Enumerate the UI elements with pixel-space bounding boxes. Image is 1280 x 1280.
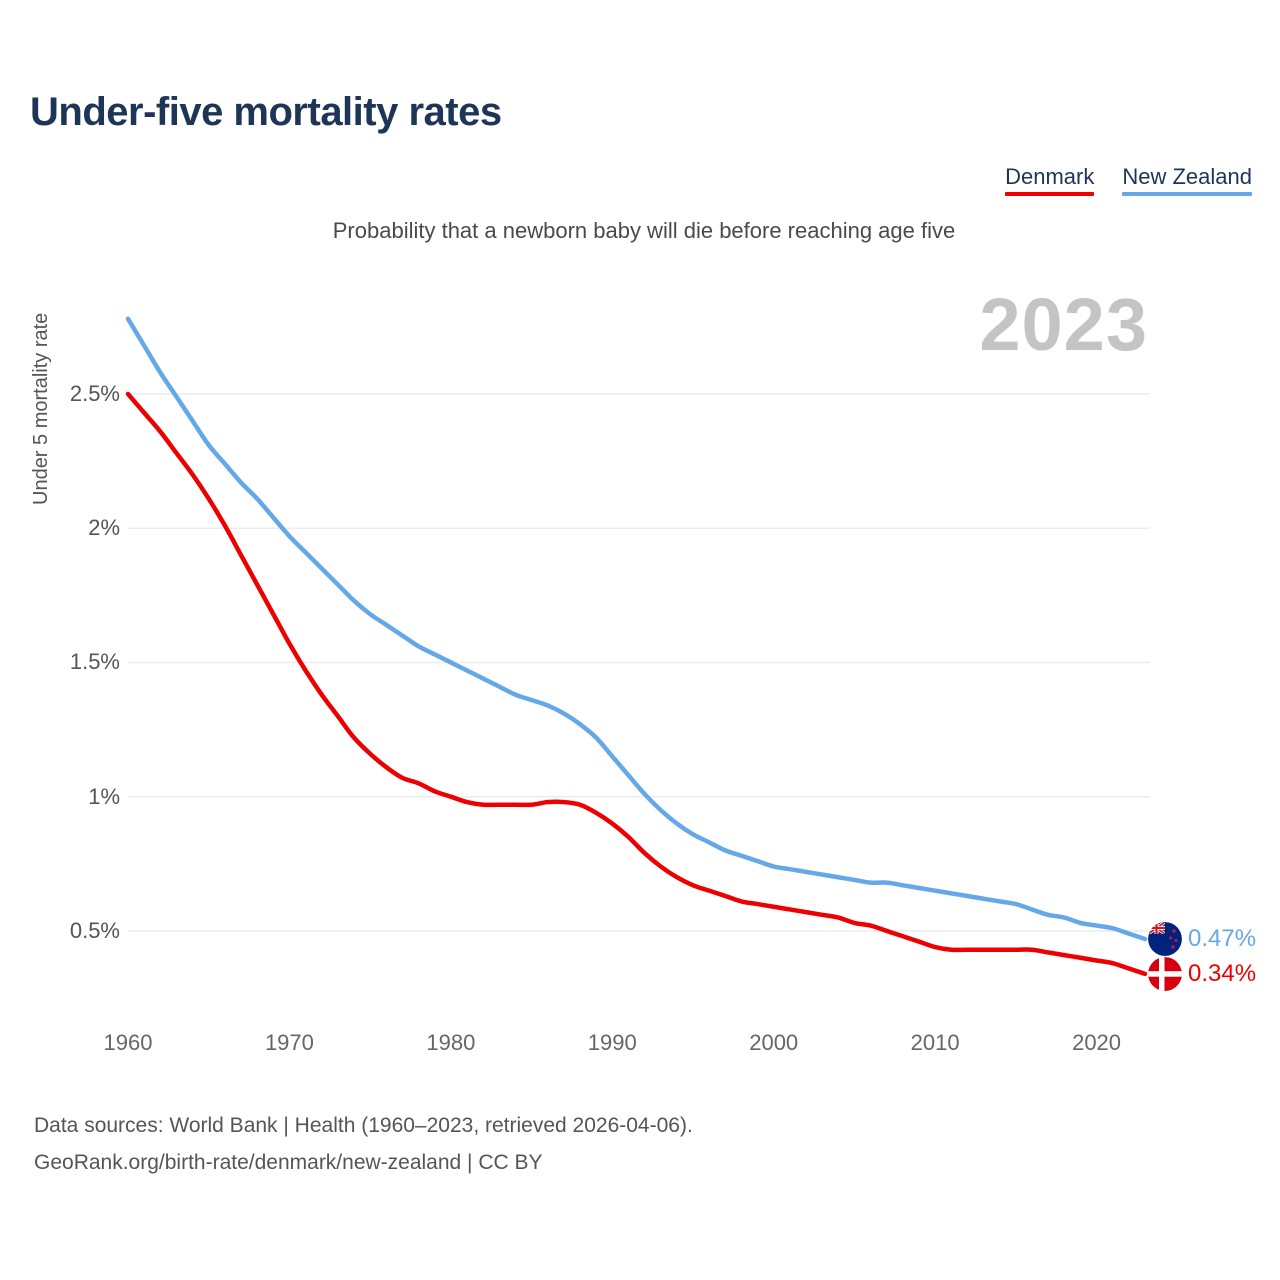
end-value-new-zealand: 0.47% (1188, 924, 1257, 952)
chart-subtitle: Probability that a newborn baby will die… (332, 218, 956, 243)
denmark-flag-icon (1148, 956, 1182, 991)
x-tick-label: 1980 (426, 1030, 476, 1055)
series-line-denmark (125, 391, 1148, 977)
end-marker-new-zealand[interactable]: 0.47% (1148, 921, 1257, 956)
x-tick-label: 2010 (910, 1030, 960, 1055)
series-lines (125, 316, 1148, 977)
y-axis-title: Under 5 mortality rate (30, 312, 52, 505)
gridlines (128, 393, 1150, 932)
new-zealand-flag-icon (1148, 921, 1182, 956)
end-value-denmark: 0.34% (1188, 959, 1257, 987)
series-line-new-zealand (125, 316, 1148, 942)
legend-label-denmark: Denmark (1005, 164, 1095, 189)
y-tick-label: 2.5% (69, 380, 120, 406)
y-tick-label: 2% (88, 515, 120, 541)
y-tick-label: 0.5% (69, 917, 120, 943)
y-tick-label: 1.5% (69, 649, 120, 675)
footer-data-sources: Data sources: World Bank | Health (1960–… (34, 1114, 693, 1137)
x-tick-label: 2020 (1072, 1030, 1122, 1055)
footer-source-url[interactable]: GeoRank.org/birth-rate/denmark/new-zeala… (34, 1150, 543, 1174)
page-title: Under-five mortality rates (30, 90, 502, 134)
end-marker-denmark[interactable]: 0.34% (1148, 956, 1257, 991)
legend-swatch-new-zealand (1122, 192, 1252, 197)
x-tick-label: 1970 (264, 1030, 314, 1055)
legend-item-denmark[interactable]: Denmark (1005, 164, 1095, 197)
year-watermark: 2023 (979, 283, 1148, 366)
x-tick-label: 1990 (587, 1030, 637, 1055)
chart-legend: Denmark New Zealand (1005, 164, 1252, 197)
footer-attribution: Data sources: World Bank | Health (1960–… (34, 1108, 693, 1182)
x-tick-label: 1960 (103, 1030, 153, 1055)
x-tick-label: 2000 (749, 1030, 799, 1055)
y-tick-label: 1% (88, 783, 120, 809)
legend-label-new-zealand: New Zealand (1122, 164, 1252, 189)
legend-item-new-zealand[interactable]: New Zealand (1122, 164, 1252, 197)
legend-swatch-denmark (1005, 192, 1095, 197)
